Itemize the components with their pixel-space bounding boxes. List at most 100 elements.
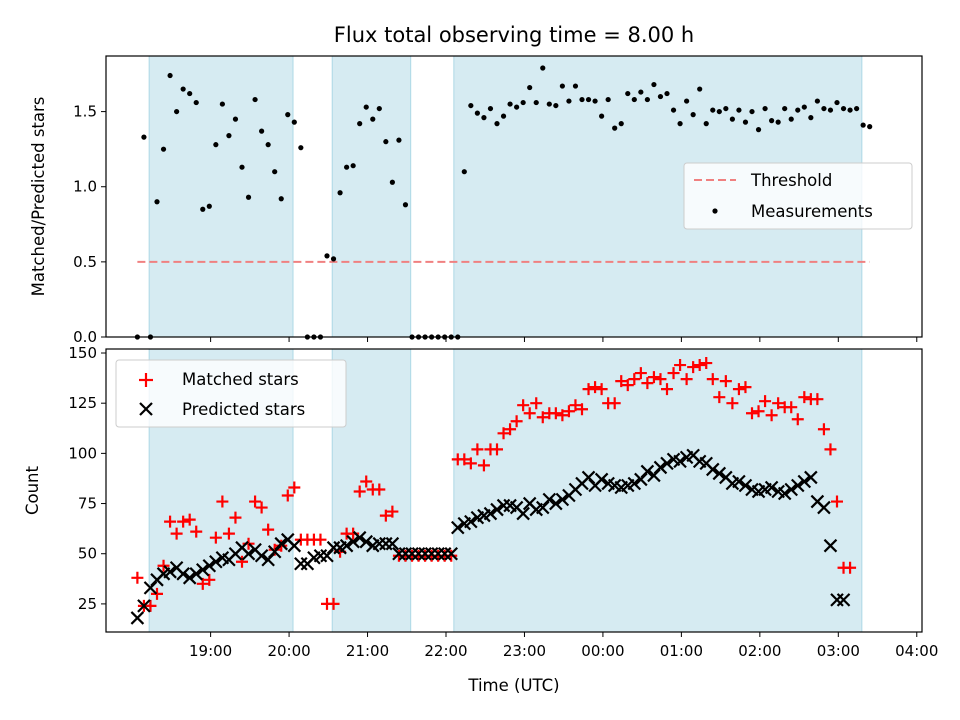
y-tick-label: 100	[68, 444, 97, 462]
matched-star-point	[556, 409, 569, 422]
measurement-point	[232, 116, 239, 122]
predicted-star-point	[516, 506, 530, 521]
measurement-point	[638, 89, 644, 95]
measurement-point	[553, 102, 559, 109]
bottom-axes-frame	[105, 348, 923, 633]
x-tick-label: 03:00	[817, 642, 860, 660]
measurement-point	[298, 145, 304, 151]
legend-measurements-label: Measurements	[751, 202, 873, 221]
matched-star-point	[477, 459, 490, 472]
matched-star-point	[209, 531, 222, 544]
measurement-point	[801, 104, 807, 110]
matched-star-point	[216, 495, 229, 508]
predicted-star-point	[705, 462, 720, 477]
matched-star-point	[752, 405, 765, 418]
measurement-point	[605, 96, 611, 103]
top-y-axis-label: Matched/Predicted stars	[29, 97, 48, 297]
x-tick-label: 19:00	[189, 642, 232, 660]
predicted-star-point	[137, 599, 151, 613]
measurement-point	[684, 98, 690, 104]
y-tick-label: 25	[78, 595, 97, 613]
measurement-point	[618, 121, 624, 127]
matched-star-point	[203, 573, 216, 586]
matched-star-point	[327, 597, 340, 610]
predicted-star-point	[790, 478, 805, 493]
matched-star-point	[177, 515, 190, 528]
legend-predicted-label: Predicted stars	[182, 400, 305, 419]
matched-star-point	[530, 397, 543, 410]
measurement-point	[187, 90, 193, 97]
matched-star-point	[706, 373, 719, 386]
legend-matched-swatch	[139, 373, 153, 387]
measurement-point	[834, 99, 840, 106]
measurement-point	[376, 105, 382, 112]
measurement-point	[827, 107, 834, 113]
measurement-point	[160, 146, 167, 152]
measurement-point	[239, 164, 245, 170]
measurement-point	[625, 90, 631, 97]
predicted-star-point	[555, 492, 570, 507]
observing-interval	[148, 55, 294, 338]
measurement-point	[847, 107, 853, 113]
x-axis-label: Time (UTC)	[467, 676, 559, 695]
measurement-point	[782, 105, 788, 112]
predicted-star-point	[797, 474, 812, 489]
matched-star-point	[674, 359, 687, 372]
measurement-point	[461, 169, 467, 175]
predicted-star-point	[660, 456, 674, 471]
observing-interval	[331, 55, 412, 338]
top-axes-frame	[105, 55, 923, 338]
measurement-point	[566, 98, 572, 104]
matched-star-point	[667, 367, 680, 380]
matched-star-point	[190, 525, 203, 538]
y-tick-label: 50	[78, 545, 97, 563]
matched-star-point	[615, 375, 628, 388]
measurement-point	[599, 113, 605, 119]
y-tick-label: 125	[68, 394, 97, 412]
predicted-star-point	[352, 530, 367, 545]
measurement-point	[651, 81, 657, 88]
matched-star-point	[131, 571, 144, 584]
matched-star-point	[693, 359, 706, 372]
legend-measurements-swatch	[712, 208, 718, 214]
matched-star-point	[458, 453, 471, 466]
measurement-point	[775, 119, 781, 125]
measurement-point	[742, 119, 749, 125]
x-tick-label: 02:00	[738, 642, 781, 660]
legend-threshold-label: Threshold	[750, 171, 832, 190]
y-tick-label: 75	[78, 495, 97, 513]
x-tick-label: 04:00	[895, 642, 938, 660]
matched-star-point	[719, 375, 732, 388]
predicted-star-point	[490, 502, 504, 517]
bottom-y-axis-label: Count	[23, 465, 42, 515]
predicted-star-point	[594, 472, 609, 487]
measurement-point	[350, 163, 356, 169]
matched-star-point	[497, 427, 510, 440]
measurement-point	[324, 253, 330, 259]
ratio-points	[134, 65, 873, 340]
predicted-star-point	[653, 460, 668, 475]
matched-star-point	[785, 401, 798, 414]
measurement-point	[500, 113, 507, 119]
measurement-point	[219, 101, 225, 107]
matched-star-point	[582, 383, 595, 396]
matched-star-point	[628, 373, 641, 386]
measurement-point	[821, 105, 827, 112]
matched-star-point	[621, 379, 634, 392]
predicted-star-point	[241, 546, 256, 561]
measurement-point	[854, 105, 860, 112]
measurement-point	[664, 90, 670, 97]
predicted-star-point	[294, 556, 308, 571]
y-tick-label: 1.0	[73, 178, 97, 196]
matched-star-point	[229, 511, 242, 524]
measurement-point	[291, 119, 297, 125]
measurement-point	[736, 107, 742, 113]
measurement-point	[337, 190, 343, 196]
matched-star-point	[765, 409, 778, 422]
matched-star-point	[831, 495, 843, 508]
matched-star-point	[379, 509, 392, 522]
measurement-point	[716, 108, 722, 115]
measurement-point	[762, 105, 768, 112]
measurement-point	[690, 112, 696, 118]
